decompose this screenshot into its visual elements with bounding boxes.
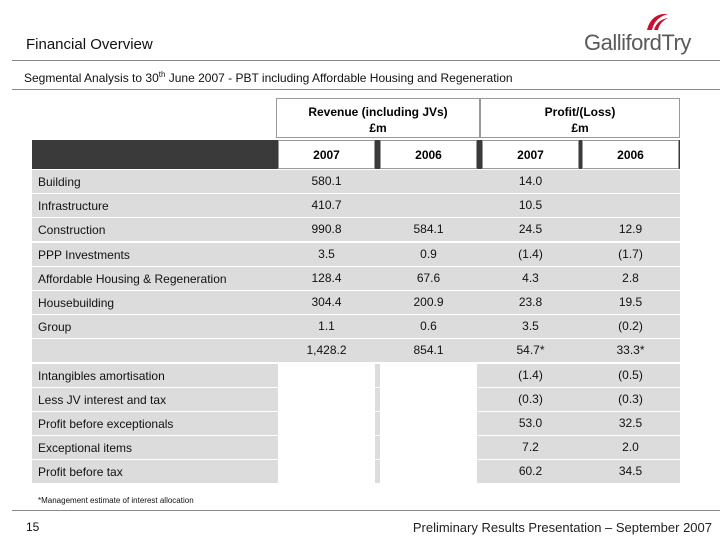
table-cell: 10.5 [482, 194, 579, 218]
table-cell: 67.6 [380, 266, 477, 290]
row-label: Construction [38, 223, 106, 238]
table-row: Building 580.1 14.0 [32, 170, 680, 193]
table-row: PPP Investments 3.5 0.9 (1.4) (1.7) [32, 242, 680, 266]
footer-divider [12, 510, 720, 511]
table-cell: 34.5 [582, 460, 679, 484]
table-cell: 304.4 [278, 291, 375, 314]
table-row: Exceptional items 7.2 2.0 [32, 436, 680, 460]
table-row: Infrastructure 410.7 10.5 [32, 194, 680, 218]
table-cell: (1.7) [582, 242, 679, 266]
table-cell: (0.3) [582, 387, 679, 411]
blank-cell [380, 412, 477, 435]
table-row: Group 1.1 0.6 3.5 (0.2) [32, 315, 680, 339]
table-cell: 584.1 [380, 218, 477, 242]
table-cell: 3.5 [482, 315, 579, 339]
slide-subtitle: Segmental Analysis to 30th June 2007 - P… [24, 70, 513, 85]
table-cell [582, 194, 679, 218]
presentation-title: Preliminary Results Presentation – Septe… [412, 520, 712, 535]
row-label: Infrastructure [38, 199, 109, 214]
row-label: Affordable Housing & Regeneration [38, 271, 227, 286]
table-cell: 19.5 [582, 291, 679, 314]
table-cell: 1.1 [278, 315, 375, 339]
revenue-group-header: Revenue (including JVs) £m [276, 98, 480, 138]
table-row: Less JV interest and tax (0.3) (0.3) [32, 387, 680, 411]
table-cell: 854.1 [380, 339, 477, 363]
header-divider [12, 60, 720, 61]
table-row: Profit before exceptionals 53.0 32.5 [32, 412, 680, 435]
table-cell: 24.5 [482, 218, 579, 242]
blank-cell [380, 363, 477, 387]
row-label: Building [38, 175, 81, 189]
table-cell: (1.4) [482, 363, 579, 387]
table-row: Housebuilding 304.4 200.9 23.8 19.5 [32, 291, 680, 314]
blank-cell [278, 436, 375, 460]
table-cell: (1.4) [482, 242, 579, 266]
table-cell: 23.8 [482, 291, 579, 314]
table-cell: 0.6 [380, 315, 477, 339]
table-cell: 128.4 [278, 266, 375, 290]
table-cell: 410.7 [278, 194, 375, 218]
page-number: 15 [26, 520, 40, 534]
table-cell: 2.8 [582, 266, 679, 290]
table-row: Construction 990.8 584.1 24.5 12.9 [32, 218, 680, 242]
table-row: 1,428.2 854.1 54.7* 33.3* [32, 339, 680, 363]
table-row: Intangibles amortisation (1.4) (0.5) [32, 363, 680, 387]
table-cell: 1,428.2 [278, 339, 375, 363]
blank-cell [380, 387, 477, 411]
logo-text: GallifordTry [584, 30, 691, 55]
table-cell: 2.0 [582, 436, 679, 460]
blank-cell [278, 363, 375, 387]
table-cell [380, 194, 477, 218]
blank-cell [278, 387, 375, 411]
table-cell: 54.7* [482, 339, 579, 363]
galliford-try-logo: GallifordTry [584, 12, 706, 56]
table-cell: 580.1 [278, 170, 375, 193]
year-header-revenue-2006: 2006 [380, 140, 477, 169]
row-label: Housebuilding [38, 296, 115, 310]
slide-title: Financial Overview [26, 36, 153, 53]
table-cell: 60.2 [482, 460, 579, 484]
logo-swoosh-icon [647, 13, 668, 30]
profit-group-header: Profit/(Loss) £m [480, 98, 680, 138]
table-row: Profit before tax 60.2 34.5 [32, 460, 680, 484]
table-cell: (0.2) [582, 315, 679, 339]
row-label: Less JV interest and tax [38, 392, 167, 407]
row-label: PPP Investments [38, 247, 130, 262]
row-label: Intangibles amortisation [38, 368, 165, 383]
row-label: Exceptional items [38, 441, 133, 456]
year-header-revenue-2007: 2007 [278, 140, 375, 169]
table-cell: 200.9 [380, 291, 477, 314]
blank-cell [380, 460, 477, 484]
table-row: Affordable Housing & Regeneration 128.4 67… [32, 266, 680, 290]
table-cell [380, 170, 477, 193]
year-header-profit-2007: 2007 [482, 140, 579, 169]
table-cell: 33.3* [582, 339, 679, 363]
subtitle-divider [12, 89, 720, 90]
table-cell: 0.9 [380, 242, 477, 266]
table-cell [582, 170, 679, 193]
table-cell: 7.2 [482, 436, 579, 460]
table-cell: 12.9 [582, 218, 679, 242]
footnote: *Management estimate of interest allocat… [38, 496, 194, 505]
table-cell: 3.5 [278, 242, 375, 266]
year-header-profit-2006: 2006 [582, 140, 679, 169]
table-cell: (0.5) [582, 363, 679, 387]
row-label: Profit before exceptionals [38, 417, 174, 431]
blank-cell [278, 460, 375, 484]
table-cell: 990.8 [278, 218, 375, 242]
blank-cell [278, 412, 375, 435]
table-cell: 4.3 [482, 266, 579, 290]
table-cell: 14.0 [482, 170, 579, 193]
table-cell: 32.5 [582, 412, 679, 435]
table-cell: 53.0 [482, 412, 579, 435]
blank-cell [380, 436, 477, 460]
table-cell: (0.3) [482, 387, 579, 411]
row-label: Profit before tax [38, 465, 123, 480]
row-label: Group [38, 320, 72, 335]
